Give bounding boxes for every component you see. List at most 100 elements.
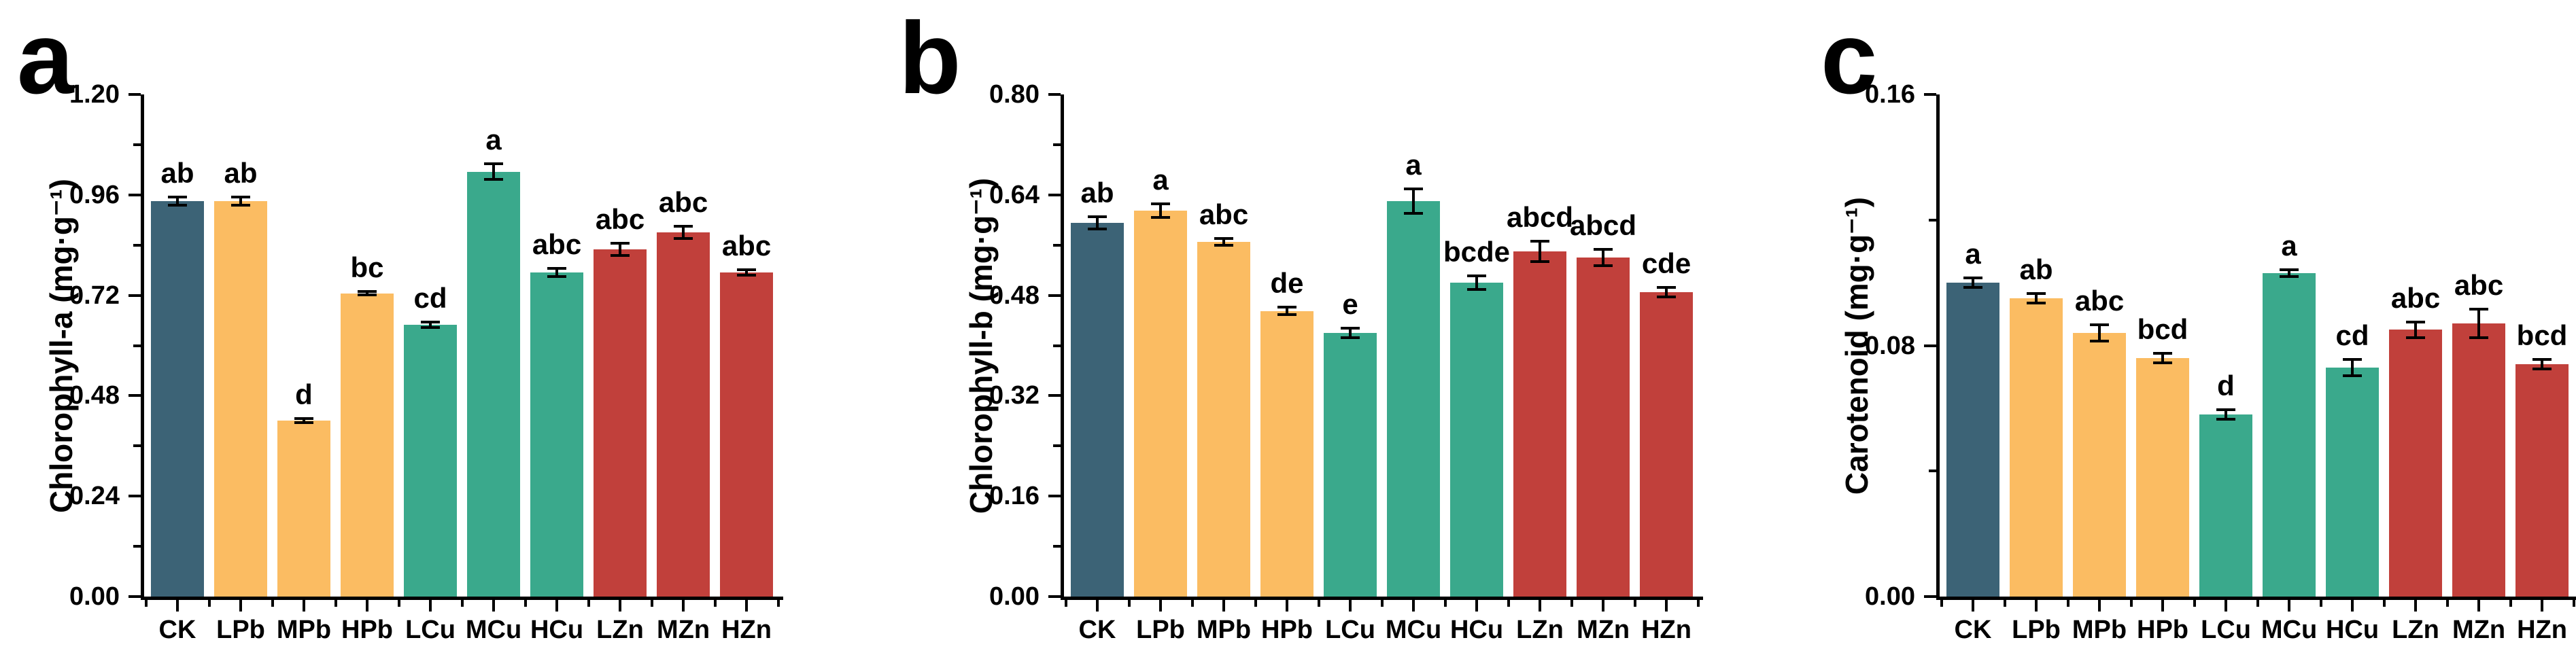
error-bar xyxy=(547,266,566,278)
x-category-label: CK xyxy=(1078,616,1116,644)
significance-letter: cde xyxy=(1641,247,1691,279)
bar-lcu xyxy=(404,324,457,597)
error-bar-line xyxy=(745,268,748,277)
x-major-tick xyxy=(1475,600,1478,612)
error-bar-cap-bottom xyxy=(421,325,440,329)
error-bar-cap-bottom xyxy=(547,275,566,278)
bar-lpb xyxy=(1134,210,1187,597)
error-bar-line xyxy=(2161,351,2164,365)
significance-letter: ab xyxy=(224,157,258,190)
x-category-label: CK xyxy=(158,616,196,644)
error-bar-line xyxy=(1159,202,1162,219)
bar-hpb xyxy=(1260,311,1313,597)
x-minor-tick xyxy=(1254,600,1257,607)
error-bar-cap-bottom xyxy=(1963,286,1982,289)
error-bar-line xyxy=(2035,292,2038,305)
x-major-tick xyxy=(682,600,685,612)
panel-letter-c: c xyxy=(1821,1,1878,115)
bar-ck xyxy=(151,201,204,597)
y-major-tick xyxy=(1048,595,1061,598)
x-minor-tick xyxy=(2066,600,2070,607)
x-category-label: LPb xyxy=(1136,616,1185,644)
x-major-tick xyxy=(303,600,305,612)
bar-mzn xyxy=(1577,258,1630,597)
error-bar-cap-bottom xyxy=(294,421,313,425)
significance-letter: a xyxy=(1965,237,1981,270)
significance-letter: abc xyxy=(658,186,708,219)
error-bar-cap-top xyxy=(421,320,440,323)
significance-letter: d xyxy=(295,378,313,411)
y-major-tick xyxy=(1048,394,1061,397)
x-major-tick xyxy=(1539,600,1541,612)
y-minor-tick xyxy=(133,243,141,247)
y-tick-label: 0.16 xyxy=(1865,80,1915,109)
x-minor-tick xyxy=(1940,600,1943,607)
significance-letter: bcd xyxy=(2516,319,2568,351)
y-tick-label: 0.00 xyxy=(989,582,1040,611)
error-bar-line xyxy=(1222,236,1225,247)
y-minor-tick xyxy=(133,545,141,548)
x-category-label: LZn xyxy=(596,616,644,644)
error-bar xyxy=(1963,276,1982,289)
error-bar xyxy=(1404,187,1423,215)
bar-hpb xyxy=(341,293,394,597)
error-bar-cap-bottom xyxy=(2406,336,2425,340)
error-bar-cap-top xyxy=(1594,248,1613,251)
significance-letter: bcd xyxy=(2137,313,2188,345)
bar-hzn xyxy=(1640,291,1693,597)
x-minor-tick xyxy=(713,600,717,607)
error-bar-cap-bottom xyxy=(2343,374,2362,377)
error-bar-line xyxy=(1602,248,1604,268)
y-tick-label: 0.32 xyxy=(989,381,1040,410)
error-bar xyxy=(484,162,503,181)
error-bar-cap-top xyxy=(2216,408,2235,411)
x-category-label: HCu xyxy=(1449,616,1504,644)
x-category-label: MPb xyxy=(276,616,332,644)
error-bar-cap-top xyxy=(1657,285,1676,289)
y-tick-label: 0.00 xyxy=(1865,582,1915,611)
bar-ck xyxy=(1071,223,1124,597)
significance-letter: de xyxy=(1270,267,1304,300)
plot-area-b: Chlorophyll-b (mg·g⁻¹) 0.00 0.16 0.32 0.48 0.… xyxy=(963,82,1703,643)
x-major-tick xyxy=(2098,600,2101,612)
y-minor-tick xyxy=(1053,143,1061,146)
error-bar-cap-top xyxy=(294,417,313,421)
error-bar-cap-top xyxy=(1404,187,1423,190)
error-bar-cap-top xyxy=(737,268,756,271)
bar-mpb xyxy=(2073,333,2126,597)
x-minor-tick xyxy=(1570,600,1573,607)
error-bar-line xyxy=(176,196,179,207)
error-bar-line xyxy=(2541,357,2543,371)
error-bar-cap-bottom xyxy=(1657,296,1676,299)
error-bar xyxy=(2027,292,2046,305)
x-major-tick xyxy=(1602,600,1604,612)
error-bar-cap-top xyxy=(674,225,693,228)
bar-mcu xyxy=(467,171,520,597)
error-bar-line xyxy=(239,196,242,207)
x-major-tick xyxy=(1222,600,1225,612)
x-minor-tick xyxy=(271,600,274,607)
x-major-tick xyxy=(2414,600,2417,612)
error-bar xyxy=(231,196,250,207)
x-major-tick xyxy=(2541,600,2543,612)
error-bar-line xyxy=(366,289,368,297)
y-major-tick xyxy=(1048,93,1061,96)
error-bar-line xyxy=(492,162,495,181)
error-bar-line xyxy=(2351,357,2354,377)
y-major-tick xyxy=(128,595,141,598)
y-tick-label: 0.48 xyxy=(989,281,1040,310)
bar-lpb xyxy=(2010,298,2063,597)
error-bar-cap-top xyxy=(231,196,250,199)
y-major-tick xyxy=(1048,495,1061,498)
bar-lzn xyxy=(1513,251,1566,597)
x-category-label: HZn xyxy=(1641,616,1691,644)
bar-lpb xyxy=(214,201,267,597)
x-minor-tick xyxy=(1443,600,1447,607)
error-bar-cap-bottom xyxy=(2280,275,2299,279)
significance-letter: abcd xyxy=(1506,201,1574,234)
x-category-label: LPb xyxy=(216,616,265,644)
error-bar xyxy=(611,241,630,257)
error-bar-cap-bottom xyxy=(2216,418,2235,421)
error-bar xyxy=(358,289,377,297)
